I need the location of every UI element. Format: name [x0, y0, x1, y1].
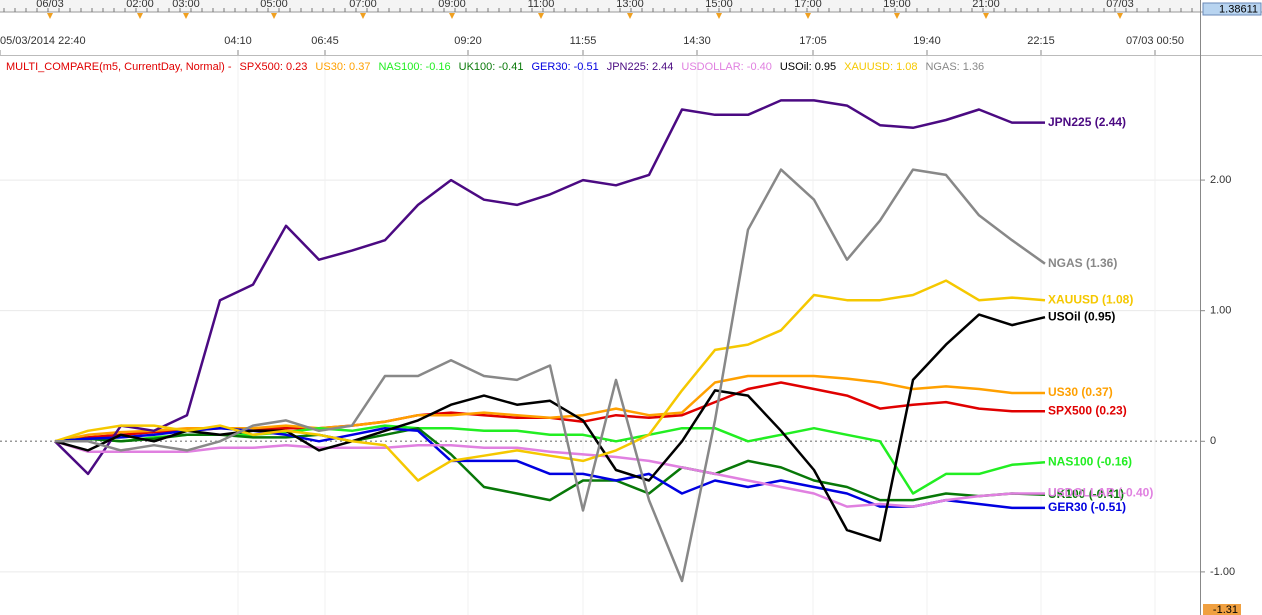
- ruler-marker: [137, 13, 143, 19]
- ruler-label: 15:00: [705, 0, 733, 10]
- end-label: US30 (0.37): [1048, 385, 1113, 399]
- ruler-label: 13:00: [616, 0, 644, 10]
- x-tick-label: 14:30: [683, 35, 711, 47]
- ruler-marker: [627, 13, 633, 19]
- y-tick-label: 0: [1210, 435, 1216, 447]
- ruler-marker: [449, 13, 455, 19]
- ruler-marker: [805, 13, 811, 19]
- y-tick-label: -1.00: [1210, 566, 1235, 578]
- x-tick-label: 09:20: [454, 35, 482, 47]
- ruler-marker: [983, 13, 989, 19]
- x-tick-label: 19:40: [913, 35, 941, 47]
- end-label: JPN225 (2.44): [1048, 115, 1126, 129]
- ruler-marker: [47, 13, 53, 19]
- end-label: NGAS (1.36): [1048, 256, 1117, 270]
- series-line: [54, 426, 1045, 510]
- ruler-label: 06/03: [36, 0, 64, 10]
- x-tick-label: 04:10: [224, 35, 252, 47]
- series-line: [54, 313, 1046, 542]
- y-tick-label: 2.00: [1210, 174, 1231, 186]
- x-tick-label: 17:05: [799, 35, 827, 47]
- x-tick-label: 07/03 00:50: [1126, 35, 1184, 47]
- price-box: [1202, 2, 1262, 16]
- ruler-label: 11:00: [528, 0, 555, 10]
- end-label: USOil (0.95): [1048, 309, 1115, 323]
- end-label: UK100 (-0.41): [1048, 487, 1124, 501]
- end-label: XAUUSD (1.08): [1048, 292, 1133, 306]
- legend-item: NAS100: -0.16: [378, 61, 450, 73]
- price-label: 1.38611: [1219, 3, 1258, 15]
- ruler-marker: [271, 13, 277, 19]
- legend-item: GER30: -0.51: [531, 61, 598, 73]
- ruler-label: 02:00: [126, 0, 154, 10]
- ruler-label: 03:00: [172, 0, 200, 10]
- ruler-marker: [183, 13, 189, 19]
- legend-item: UK100: -0.41: [459, 61, 524, 73]
- ruler-label: 05:00: [260, 0, 288, 10]
- end-label: NAS100 (-0.16): [1048, 454, 1132, 468]
- x-tick-label: 11:55: [570, 35, 597, 47]
- legend-item: XAUUSD: 1.08: [844, 61, 917, 73]
- min-box: [1203, 604, 1241, 615]
- ruler-marker: [538, 13, 544, 19]
- series-line: [55, 168, 1046, 583]
- legend-item: US30: 0.37: [315, 61, 370, 73]
- time-ruler: [0, 0, 1200, 12]
- ruler-marker: [716, 13, 722, 19]
- end-label: GER30 (-0.51): [1048, 500, 1126, 514]
- ruler-ticks: [3, 8, 1193, 19]
- ruler-label: 21:00: [972, 0, 1000, 10]
- ruler-label: 17:00: [794, 0, 822, 10]
- x-tick-label: 06:45: [311, 35, 339, 47]
- x-tick-label: 05/03/2014 22:40: [0, 35, 86, 47]
- end-label: SPX500 (0.23): [1048, 403, 1127, 417]
- ruler-label: 07/03: [1106, 0, 1134, 10]
- series-line: [54, 440, 1045, 508]
- legend-item: JPN225: 2.44: [607, 61, 674, 73]
- end-label: USDOLLAR (-0.40): [1048, 486, 1153, 500]
- ruler-marker: [894, 13, 900, 19]
- ruler-label: 09:00: [438, 0, 466, 10]
- series-line: [54, 99, 1045, 476]
- ruler-marker: [360, 13, 366, 19]
- legend-item: USDOLLAR: -0.40: [681, 61, 771, 73]
- x-tick-label: 22:15: [1027, 35, 1055, 47]
- min-label: -1.31: [1213, 604, 1238, 615]
- indicator-label: MULTI_COMPARE(m5, CurrentDay, Normal) -: [6, 61, 232, 73]
- legend-item: NGAS: 1.36: [925, 61, 984, 73]
- legend-item: SPX500: 0.23: [240, 61, 308, 73]
- legend-item: USOil: 0.95: [780, 61, 836, 73]
- series-line: [54, 279, 1046, 482]
- ruler-label: 07:00: [349, 0, 377, 10]
- y-tick-label: 1.00: [1210, 305, 1231, 317]
- ruler-marker: [1117, 13, 1123, 19]
- ruler-label: 19:00: [883, 0, 911, 10]
